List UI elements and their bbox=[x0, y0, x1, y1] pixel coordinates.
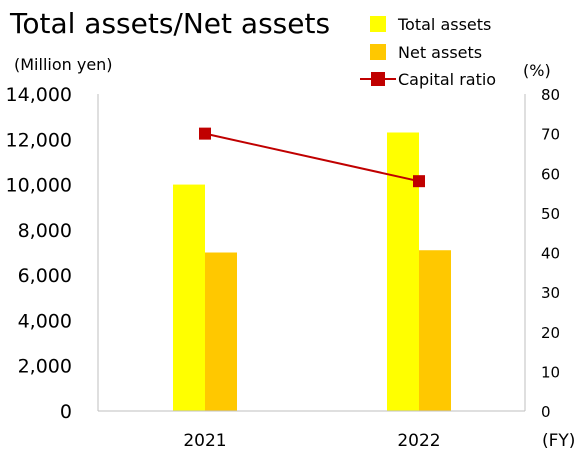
x-axis-label: (FY) bbox=[542, 431, 575, 451]
net-assets-bar-2022 bbox=[419, 250, 451, 411]
right-tick-label: 80 bbox=[541, 86, 560, 104]
bars bbox=[173, 132, 451, 411]
capital-ratio-line bbox=[204, 132, 420, 183]
left-axis-unit-label: (Million yen) bbox=[14, 55, 113, 74]
left-tick-label: 6,000 bbox=[18, 265, 72, 287]
legend-swatch-net-assets bbox=[370, 44, 386, 60]
capital-ratio-series bbox=[199, 127, 425, 188]
right-tick-label: 70 bbox=[541, 126, 560, 144]
chart-title: Total assets/Net assets bbox=[9, 7, 330, 40]
x-axis-categories: 2021 2022 bbox=[183, 431, 440, 451]
left-tick-label: 12,000 bbox=[6, 129, 72, 151]
x-category-label: 2022 bbox=[397, 431, 440, 451]
right-axis-ticks: 80 70 60 50 40 30 20 10 0 bbox=[541, 86, 560, 421]
right-tick-label: 20 bbox=[541, 324, 560, 342]
right-tick-label: 30 bbox=[541, 284, 560, 302]
left-tick-label: 0 bbox=[60, 401, 72, 423]
legend-label: Capital ratio bbox=[398, 70, 496, 89]
net-assets-bar-2021 bbox=[205, 252, 237, 411]
x-category-label: 2021 bbox=[183, 431, 226, 451]
legend-label: Net assets bbox=[398, 43, 482, 62]
legend-marker-capital-ratio bbox=[371, 72, 385, 86]
right-tick-label: 40 bbox=[541, 245, 560, 263]
left-tick-label: 10,000 bbox=[6, 175, 72, 197]
right-tick-label: 0 bbox=[541, 403, 551, 421]
right-tick-label: 50 bbox=[541, 205, 560, 223]
legend: Total assets Net assets Capital ratio bbox=[360, 15, 496, 89]
legend-swatch-total-assets bbox=[370, 16, 386, 32]
right-tick-label: 60 bbox=[541, 165, 560, 183]
right-axis-unit-label: (%) bbox=[523, 61, 551, 80]
left-tick-label: 8,000 bbox=[18, 220, 72, 242]
capital-ratio-marker-2021 bbox=[199, 127, 211, 140]
left-tick-label: 2,000 bbox=[18, 356, 72, 378]
right-tick-label: 10 bbox=[541, 363, 560, 381]
left-tick-label: 4,000 bbox=[18, 310, 72, 332]
total-assets-bar-2021 bbox=[173, 184, 205, 411]
capital-ratio-marker-2022 bbox=[413, 175, 425, 188]
legend-label: Total assets bbox=[397, 15, 491, 34]
left-tick-label: 14,000 bbox=[6, 84, 72, 106]
left-axis-ticks: 14,000 12,000 10,000 8,000 6,000 4,000 2,000 0 bbox=[6, 84, 72, 423]
